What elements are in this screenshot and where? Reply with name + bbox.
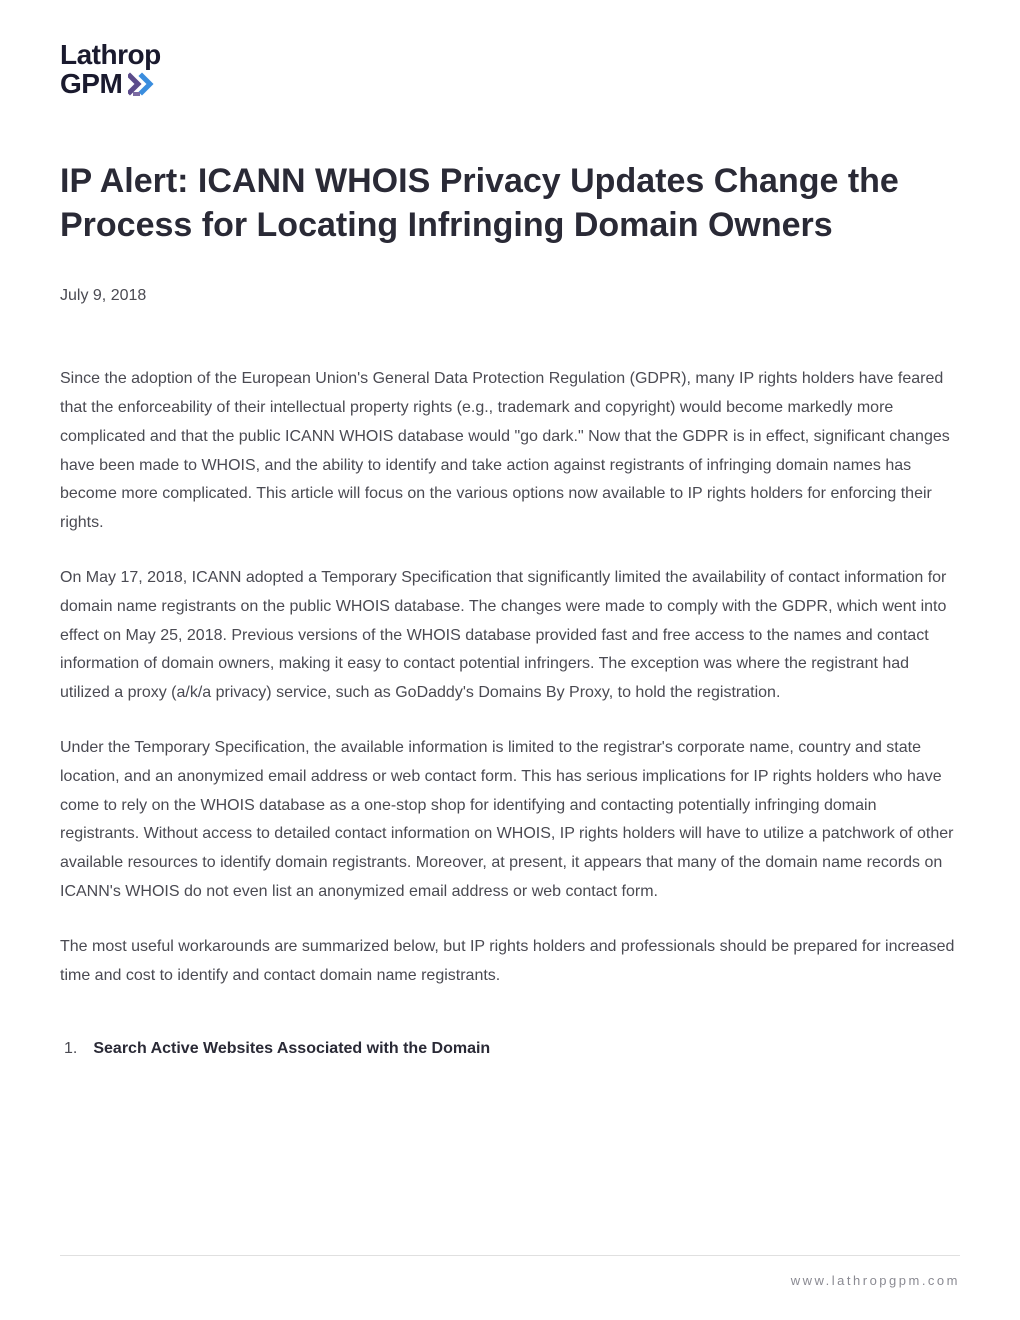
logo-line2-row: GPM (60, 69, 960, 98)
paragraph: Since the adoption of the European Union… (60, 365, 960, 538)
list-number: 1. (64, 1040, 77, 1058)
paragraph: On May 17, 2018, ICANN adopted a Tempora… (60, 564, 960, 708)
footer-url: www.lathropgpm.com (791, 1273, 960, 1288)
paragraph: Under the Temporary Specification, the a… (60, 734, 960, 907)
company-logo: Lathrop GPM (60, 40, 960, 99)
logo-line1: Lathrop (60, 40, 960, 69)
paragraph: The most useful workarounds are summariz… (60, 933, 960, 991)
numbered-list-item: 1. Search Active Websites Associated wit… (60, 1040, 960, 1058)
page-footer: www.lathropgpm.com (60, 1255, 960, 1290)
article-date: July 9, 2018 (60, 287, 960, 305)
logo-arrow-icon (128, 72, 168, 96)
logo-line2: GPM (60, 69, 122, 98)
list-heading: Search Active Websites Associated with t… (93, 1040, 490, 1058)
article-title: IP Alert: ICANN WHOIS Privacy Updates Ch… (60, 159, 960, 247)
